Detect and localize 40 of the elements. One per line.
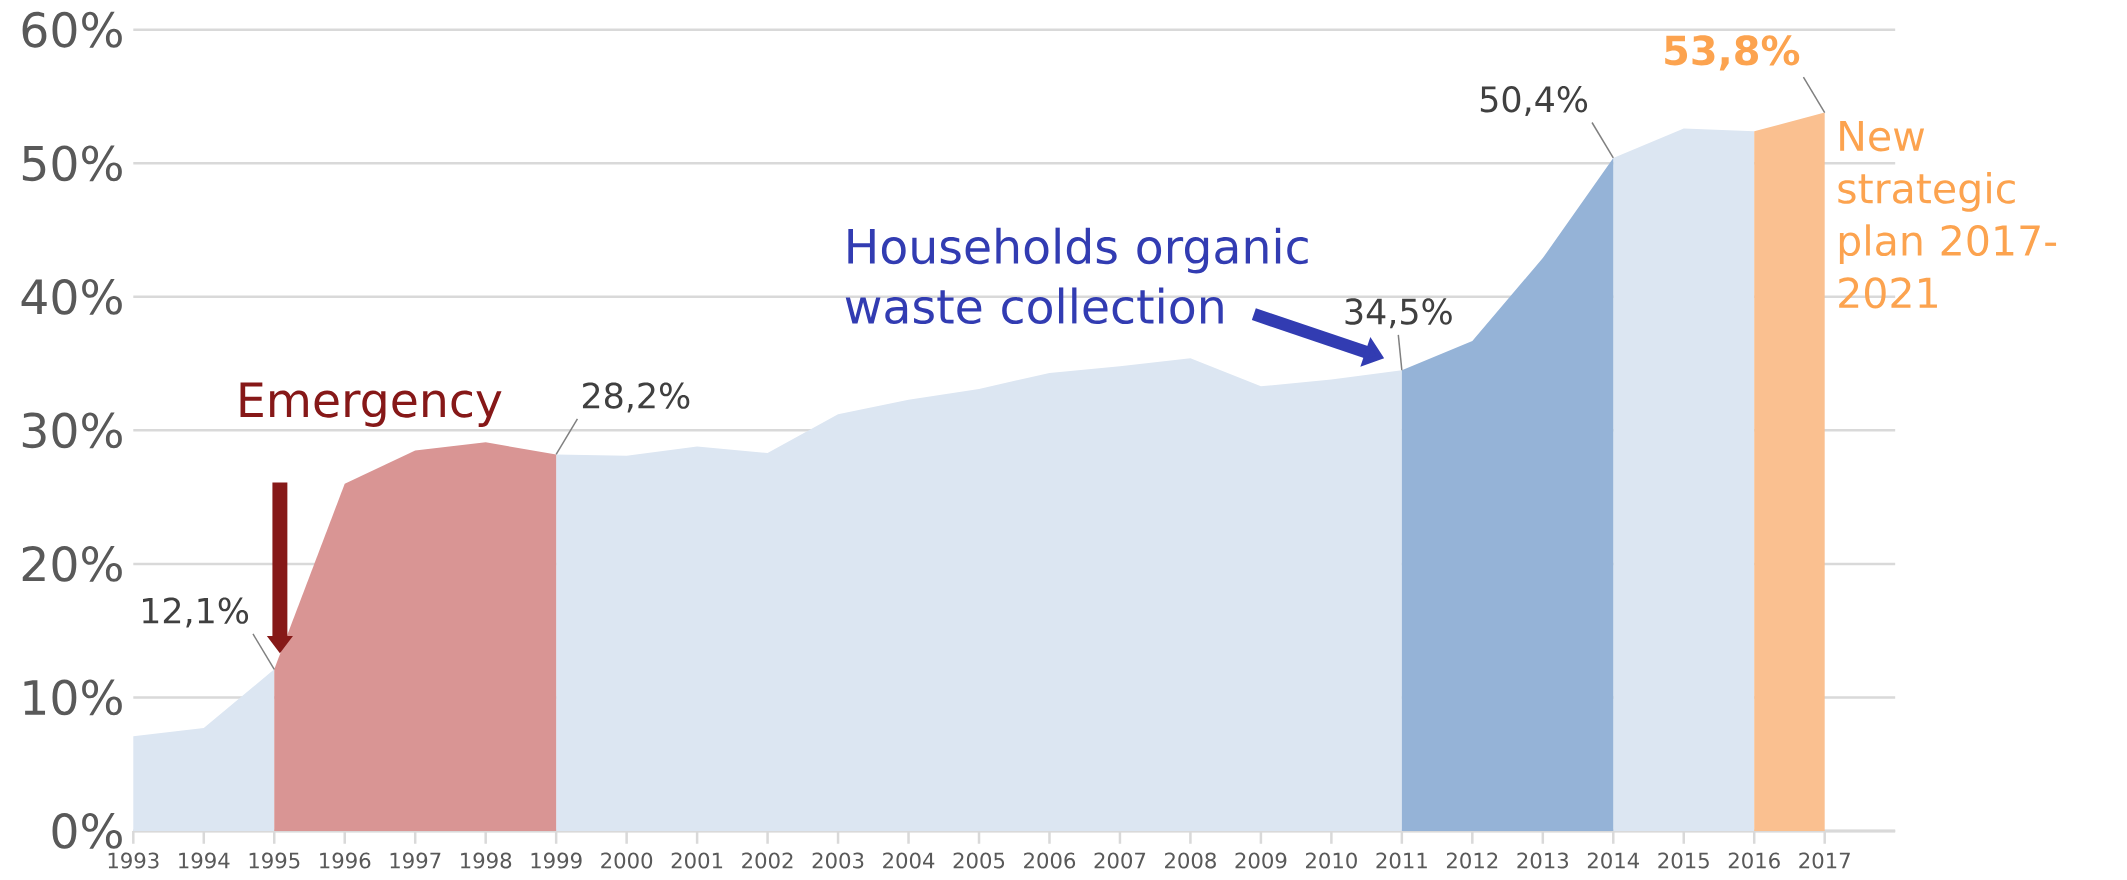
y-tick-label: 20% <box>22 546 122 582</box>
y-tick-label: 0% <box>52 813 122 849</box>
x-tick-label: 1999 <box>531 852 582 869</box>
x-tick-label: 2017 <box>1799 852 1850 869</box>
x-tick-label: 1997 <box>390 852 441 869</box>
x-tick-label: 2011 <box>1376 852 1427 869</box>
x-tick-label: 2008 <box>1165 852 1216 869</box>
annotation: Households organic waste collection <box>845 227 1308 325</box>
y-tick-label: 40% <box>21 278 122 315</box>
annotation: New strategic plan 2017-2021 <box>1838 120 2057 309</box>
annotation: Emergency <box>240 382 502 427</box>
x-tick-label: 2013 <box>1517 852 1569 869</box>
y-tick-label: 60% <box>22 11 122 48</box>
y-tick-label: 30% <box>22 412 122 449</box>
x-tick-label: 2006 <box>1024 852 1076 869</box>
x-tick-label: 1995 <box>249 852 300 869</box>
x-tick-label: 2015 <box>1658 852 1709 869</box>
x-tick-label: 1994 <box>179 852 230 869</box>
y-tick-label: 50% <box>22 145 122 182</box>
data-label: 12,1% <box>143 597 249 628</box>
data-label: 34,5% <box>1345 298 1452 329</box>
x-tick-label: 2010 <box>1305 852 1357 869</box>
x-tick-label: 2004 <box>883 852 935 869</box>
x-tick-label: 2009 <box>1235 852 1287 869</box>
x-tick-label: 2007 <box>1094 852 1146 869</box>
x-tick-label: 1998 <box>461 852 512 869</box>
x-tick-label: 1996 <box>320 852 371 869</box>
x-tick-label: 2003 <box>812 852 864 869</box>
x-tick-label: 2005 <box>953 852 1005 869</box>
x-tick-label: 2012 <box>1446 852 1498 869</box>
x-tick-label: 1993 <box>108 852 159 869</box>
x-tick-label: 2002 <box>742 852 793 869</box>
data-label: 28,2% <box>582 382 690 413</box>
data-label: 50,4% <box>1480 86 1588 117</box>
x-tick-label: 2016 <box>1728 852 1780 869</box>
y-tick-label: 10% <box>24 679 122 716</box>
data-label: 53,8% <box>1665 35 1800 71</box>
x-tick-label: 2001 <box>671 852 723 869</box>
x-tick-label: 2000 <box>601 852 653 869</box>
x-tick-label: 2014 <box>1587 852 1640 869</box>
